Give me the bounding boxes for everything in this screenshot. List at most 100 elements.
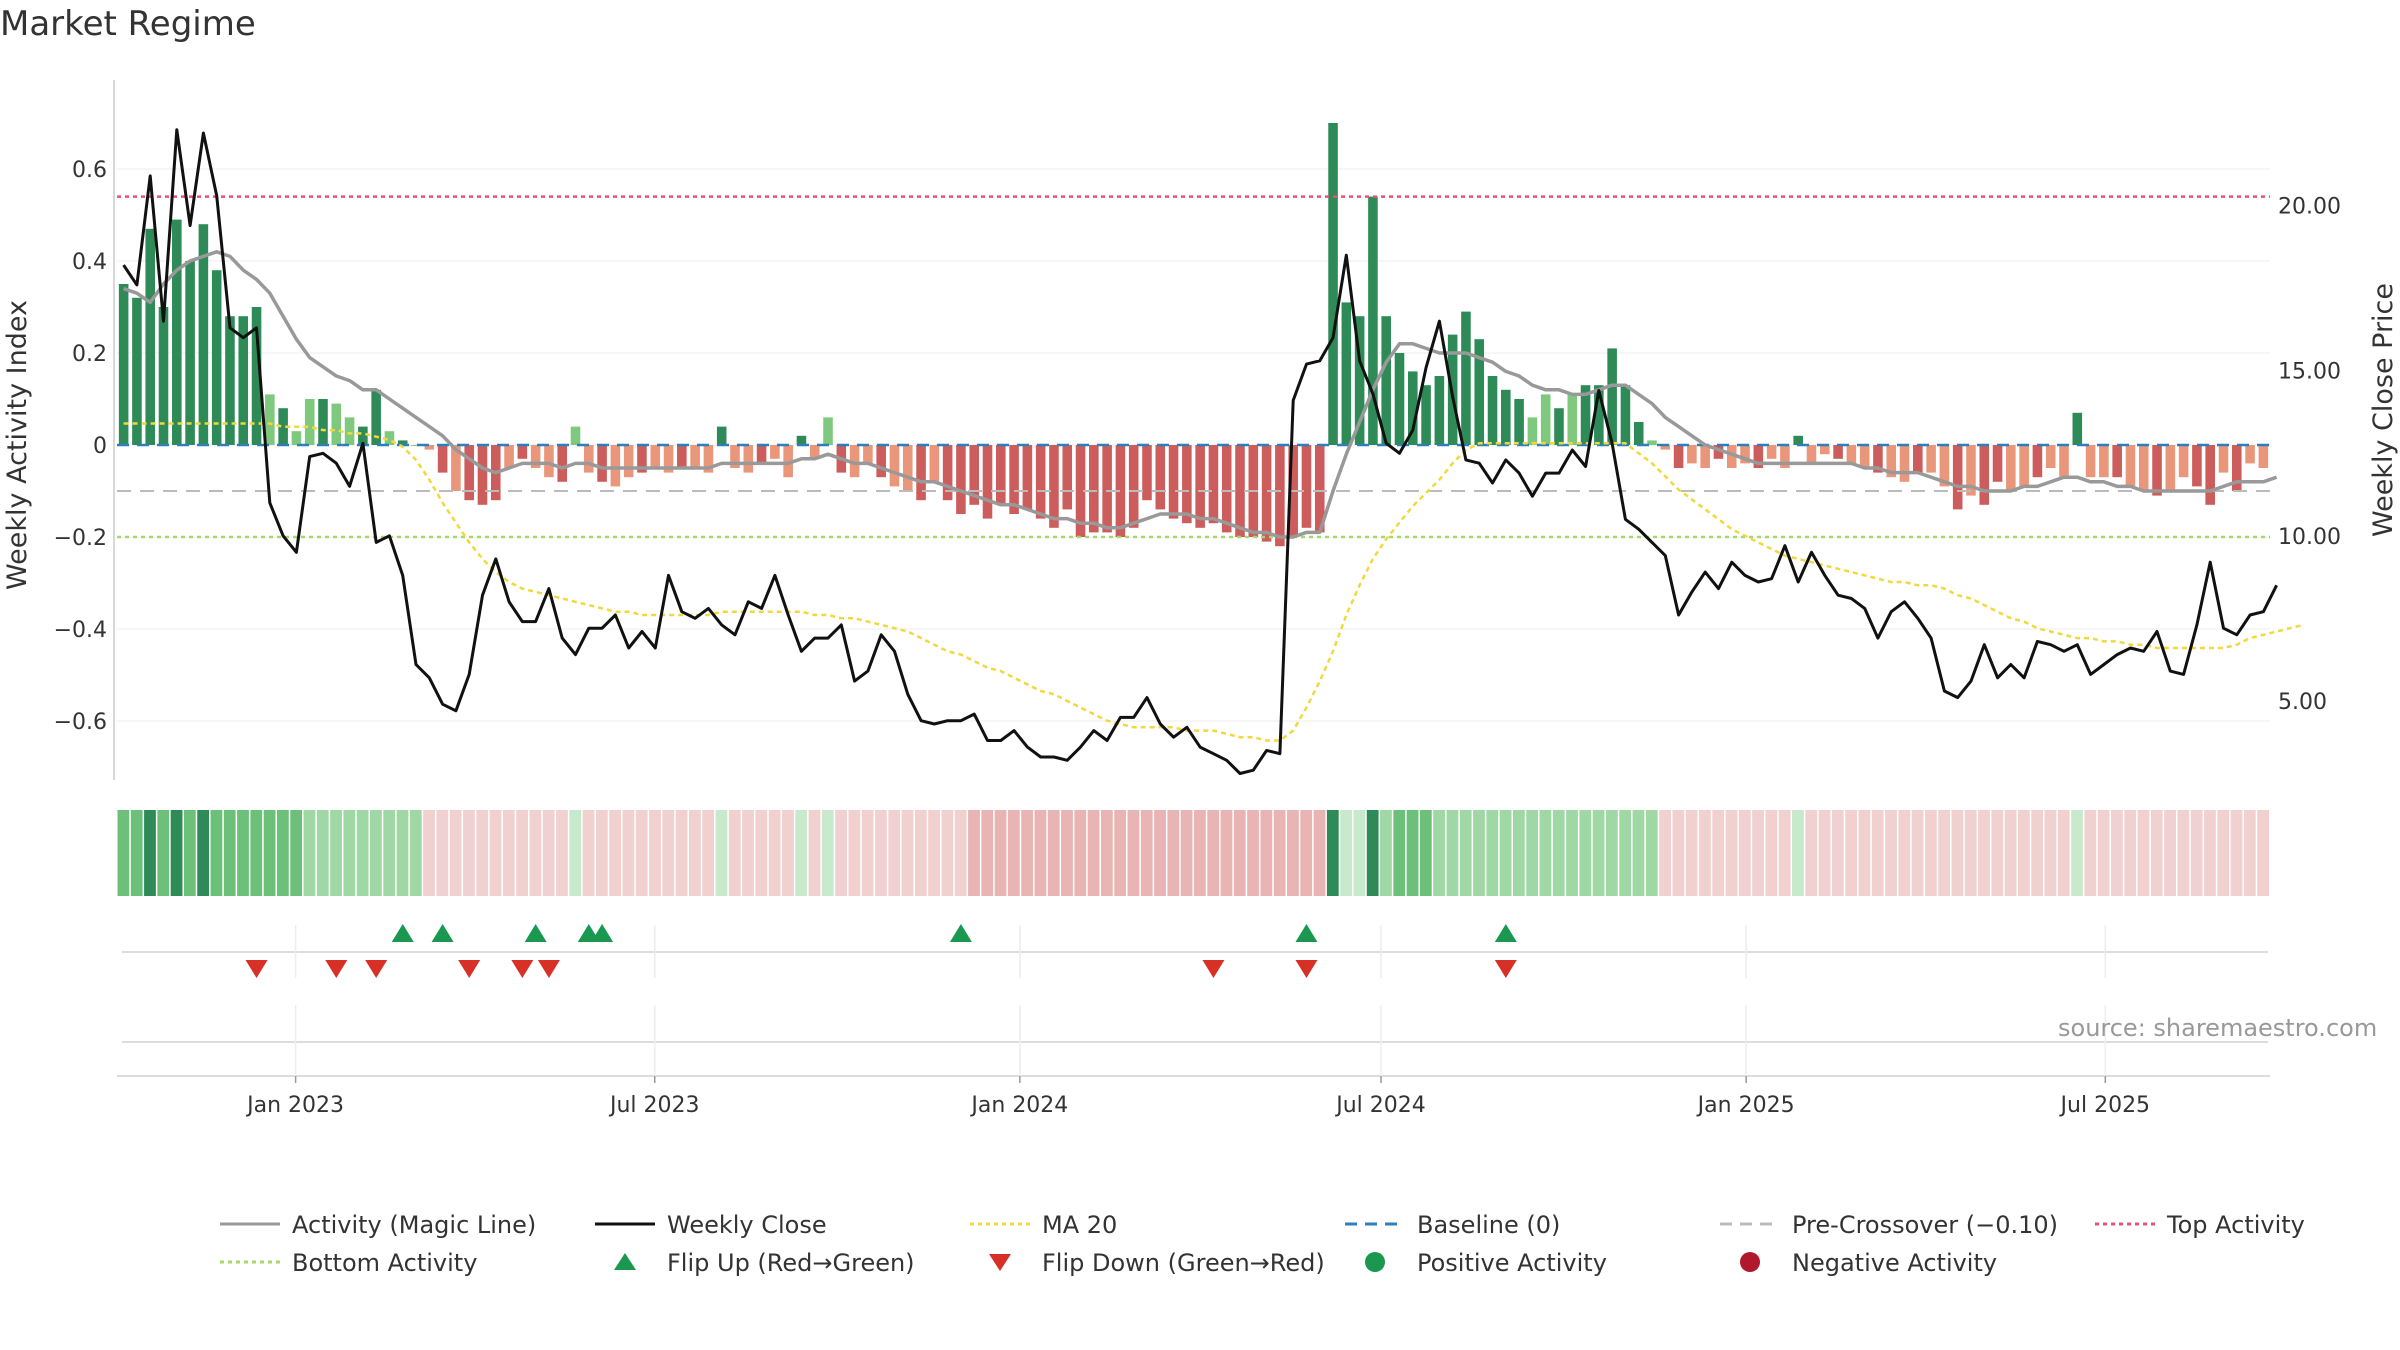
regime-cell: [2243, 810, 2256, 896]
legend-item: Negative Activity: [1740, 1249, 1997, 1277]
regime-cell: [1552, 810, 1565, 896]
regime-cell: [635, 810, 648, 896]
activity-bar: [703, 445, 714, 473]
x-tick-label: Jan 2023: [245, 1093, 344, 1118]
activity-bar: [584, 445, 594, 473]
activity-bar: [1314, 445, 1325, 533]
regime-cell: [1526, 810, 1539, 896]
regime-cell: [1313, 810, 1326, 896]
activity-bar: [1142, 445, 1152, 501]
activity-bar: [1261, 445, 1272, 542]
legend-item: Flip Down (Green→Red): [989, 1249, 1325, 1277]
flip-down-marker: [325, 960, 348, 978]
regime-cell: [688, 810, 701, 896]
regime-cell: [2044, 810, 2057, 896]
regime-cell: [1924, 810, 1937, 896]
activity-bar: [2138, 445, 2149, 491]
regime-cell: [622, 810, 635, 896]
flip-down-marker: [1202, 960, 1225, 978]
activity-bar: [530, 445, 541, 468]
regime-cell: [1885, 810, 1897, 896]
regime-cell: [808, 810, 821, 896]
regime-cell: [1419, 810, 1432, 896]
activity-bar: [304, 399, 315, 445]
regime-cell: [1433, 810, 1446, 896]
activity-bar: [172, 219, 182, 445]
regime-cell: [1207, 810, 1220, 896]
magic-line: [123, 250, 2278, 539]
activity-bar: [969, 445, 979, 505]
activity-bar: [1089, 445, 1099, 533]
left-tick-label: −0.4: [54, 618, 107, 643]
flip-up-marker: [591, 924, 614, 942]
activity-bar: [2006, 445, 2016, 491]
right-tick-label: 15.00: [2278, 360, 2341, 385]
regime-cell: [2097, 810, 2110, 896]
activity-bar: [145, 228, 156, 445]
activity-bar: [956, 445, 966, 514]
activity-bar: [1195, 445, 1205, 528]
regime-cell: [702, 810, 715, 896]
legend-label: Bottom Activity: [292, 1249, 477, 1277]
regime-cell: [1061, 810, 1073, 896]
activity-bar: [2059, 445, 2069, 478]
regime-cell: [1007, 810, 1020, 896]
right-axis-label: Weekly Close Price: [2368, 283, 2399, 537]
regime-cell: [795, 810, 808, 896]
activity-bar: [132, 297, 142, 445]
legend-item: Positive Activity: [1365, 1249, 1607, 1277]
regime-cell: [649, 810, 661, 896]
regime-cell: [994, 810, 1007, 896]
regime-cell: [1805, 810, 1818, 896]
activity-bar: [756, 445, 767, 464]
regime-cell: [1167, 810, 1180, 896]
regime-cell: [516, 810, 528, 896]
legend-label: Top Activity: [2166, 1211, 2305, 1239]
activity-bar: [1421, 385, 1431, 445]
regime-cell: [2004, 810, 2017, 896]
regime-cell: [1512, 810, 1525, 896]
regime-cell: [782, 810, 794, 896]
activity-bar: [1873, 445, 1883, 473]
regime-cell: [1220, 810, 1233, 896]
activity-bar: [2072, 412, 2083, 445]
flip-down-marker: [537, 960, 560, 978]
activity-bar: [1766, 445, 1777, 459]
regime-cell: [370, 810, 382, 896]
regime-cell: [1978, 810, 1990, 896]
activity-bar: [1474, 339, 1485, 445]
activity-bar: [783, 445, 793, 478]
flip-down-marker: [1295, 960, 1318, 978]
activity-bar: [610, 445, 621, 487]
regime-cell: [2217, 810, 2230, 896]
regime-cell: [875, 810, 887, 896]
activity-bars: [118, 123, 2269, 547]
regime-cell: [237, 810, 249, 896]
activity-bar: [2125, 445, 2136, 487]
regime-cell: [1326, 810, 1339, 896]
regime-cell: [1792, 810, 1804, 896]
legend-item: Bottom Activity: [220, 1249, 477, 1277]
regime-cell: [1154, 810, 1166, 896]
activity-bar: [2045, 445, 2056, 468]
activity-bar: [1208, 445, 1219, 524]
x-tick-label: Jul 2024: [1334, 1093, 1426, 1118]
regime-cell: [1778, 810, 1791, 896]
activity-bar: [716, 426, 727, 445]
regime-cell: [1672, 810, 1685, 896]
activity-bar: [1554, 408, 1564, 445]
regime-cell: [489, 810, 502, 896]
regime-cell: [928, 810, 940, 896]
activity-bar: [1182, 445, 1192, 524]
activity-bar: [411, 445, 421, 446]
activity-bar: [504, 445, 514, 468]
activity-bar: [1966, 445, 1976, 496]
regime-cell: [888, 810, 901, 896]
activity-bar: [225, 316, 235, 445]
regime-cell: [2057, 810, 2070, 896]
activity-bar: [902, 445, 913, 491]
activity-bar: [1833, 445, 1843, 459]
activity-bar: [916, 445, 926, 501]
activity-bar: [1408, 371, 1418, 445]
regime-cell: [436, 810, 449, 896]
